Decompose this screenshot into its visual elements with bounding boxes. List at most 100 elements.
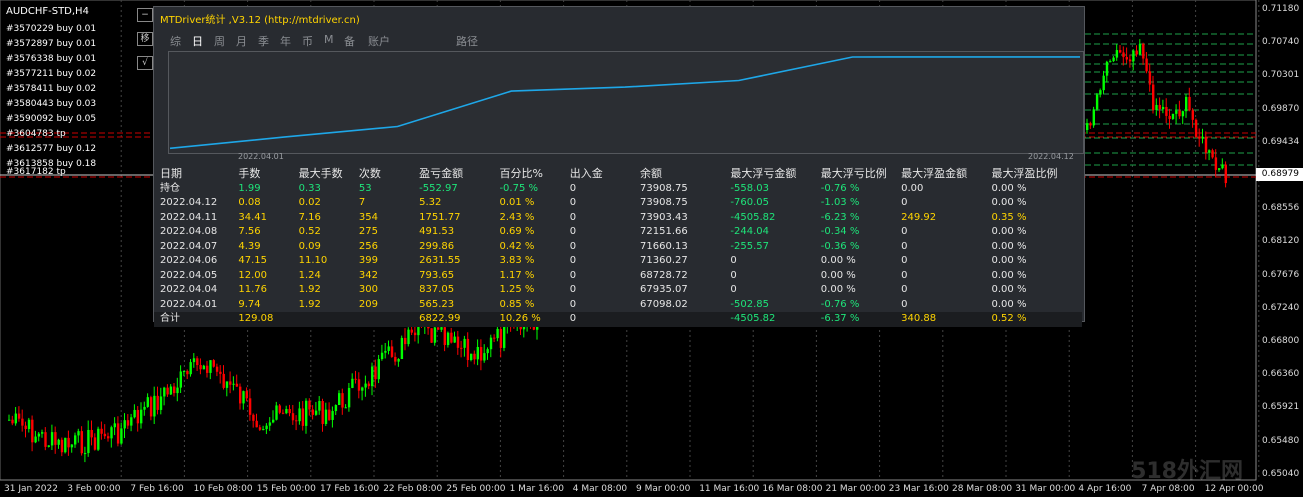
equity-date-end: 2022.04.12 (1028, 152, 1074, 161)
candle-body (248, 398, 252, 415)
candle-body (219, 371, 222, 374)
candle-body (351, 378, 354, 388)
table-cell: 5.32 (419, 197, 442, 208)
candle-body (1214, 157, 1218, 170)
table-cell: 0.00 % (991, 284, 1027, 295)
tab-4[interactable]: 季 (258, 35, 269, 48)
table-cell: -760.05 (730, 197, 770, 208)
move-icon[interactable]: 移 (137, 32, 153, 46)
candle-body (1155, 104, 1158, 111)
table-cell: -0.36 % (820, 240, 860, 252)
candle-body (1178, 110, 1181, 117)
total-row: 合计 129.08 6822.99 10.26 % 0 -4505.82 -6.37 % 34… (154, 312, 1082, 327)
candle-body (397, 359, 400, 362)
candle-body (113, 423, 116, 428)
candle-body (252, 414, 255, 421)
candle-body (1095, 94, 1099, 110)
table-row: 2022.04.06 47.15 11.10 399 2631.55 3.83 % 0 713… (154, 254, 1082, 269)
candle-body (1132, 50, 1135, 62)
table-cell: 0.09 (298, 240, 321, 252)
candle-body (41, 432, 44, 434)
table-cell: 0 (901, 298, 908, 310)
time-label: 12 Apr 00:00 (1204, 484, 1264, 494)
table-cell: 340.88 (901, 313, 937, 324)
candle-body (182, 371, 186, 373)
check-icon[interactable]: √ (137, 56, 153, 70)
candle-body (133, 409, 136, 418)
table-cell: 2022.04.07 (160, 240, 218, 252)
tab-5[interactable]: 年 (280, 35, 291, 48)
table-cell: -4505.82 (730, 313, 776, 324)
table-cell: 盈亏金额 (419, 167, 464, 180)
table-cell: 299.86 (419, 240, 455, 252)
candle-body (328, 409, 331, 420)
table-cell: 0 (569, 284, 577, 295)
table-cell: 73903.43 (640, 211, 688, 223)
candle-body (470, 353, 473, 361)
candle-body (364, 383, 367, 388)
candle-body (1142, 43, 1145, 59)
tab-6[interactable]: 币 (302, 35, 313, 48)
table-cell: 2022.04.12 (160, 197, 218, 208)
table-cell: -6.37 % (820, 313, 860, 324)
table-cell: -0.34 % (820, 226, 860, 237)
table-cell: 0 (569, 255, 577, 266)
table-cell: 0.00 % (991, 226, 1027, 237)
candle-body (202, 365, 206, 370)
candle-body (1119, 50, 1122, 53)
candle-body (1181, 111, 1185, 117)
table-cell: 0 (569, 226, 577, 237)
candle-body (427, 324, 430, 329)
candle-body (400, 337, 404, 360)
tab-10[interactable]: 路径 (456, 35, 478, 48)
candle-body (347, 387, 351, 408)
candle-body (143, 406, 146, 410)
tab-8[interactable]: 备 (344, 35, 355, 48)
table-cell: 34.41 (238, 211, 267, 223)
order-label: #3590092 buy 0.05 (6, 114, 97, 124)
candle-body (410, 329, 413, 333)
time-label: 21 Mar 00:00 (825, 484, 886, 494)
table-cell: 最大手数 (298, 167, 343, 180)
candle-body (503, 325, 506, 348)
tab-1[interactable]: 日 (192, 35, 203, 48)
table-cell: 0.42 % (499, 240, 535, 252)
table-cell: -6.23 % (820, 211, 860, 223)
table-cell: 11.76 (238, 284, 267, 295)
price-label: 0.66800 (1262, 336, 1300, 346)
candle-body (90, 429, 93, 438)
tab-3[interactable]: 月 (236, 35, 247, 48)
candle-body (1191, 110, 1194, 120)
candle-body (512, 324, 516, 326)
tab-7[interactable]: M (324, 33, 334, 46)
table-cell: 399 (358, 255, 378, 266)
candle-body (1086, 123, 1089, 130)
table-cell: -0.75 % (499, 182, 539, 194)
table-cell: 百分比% (499, 167, 543, 180)
candle-body (1135, 50, 1138, 55)
candle-body (1185, 96, 1188, 112)
equity-date-start: 2022.04.01 (238, 152, 284, 161)
candle-body (212, 360, 215, 367)
table-cell: 2022.04.11 (160, 211, 218, 223)
table-cell: 2022.04.06 (160, 255, 218, 266)
table-cell: -0.76 % (820, 298, 860, 310)
table-cell: 0.00 % (820, 269, 856, 281)
tab-9[interactable]: 账户 (368, 35, 390, 48)
candle-body (1194, 119, 1198, 137)
table-cell: 0.01 % (499, 197, 535, 208)
tab-2[interactable]: 周 (214, 35, 225, 48)
time-axis: 31 Jan 2022 3 Feb 00:00 7 Feb 16:00 10 Feb … (0, 480, 1263, 497)
candle-body (473, 353, 476, 360)
tab-0[interactable]: 综 (170, 35, 181, 48)
table-cell: 0.00 % (991, 269, 1027, 281)
table-cell: 0 (901, 197, 908, 208)
candle-body (295, 420, 298, 422)
candle-body (390, 346, 394, 357)
candle-body (443, 327, 446, 346)
candle-body (1188, 96, 1191, 111)
candle-body (229, 381, 232, 385)
candle-body (176, 387, 179, 394)
candle-body (384, 350, 387, 353)
minimize-button[interactable]: − (137, 8, 153, 22)
